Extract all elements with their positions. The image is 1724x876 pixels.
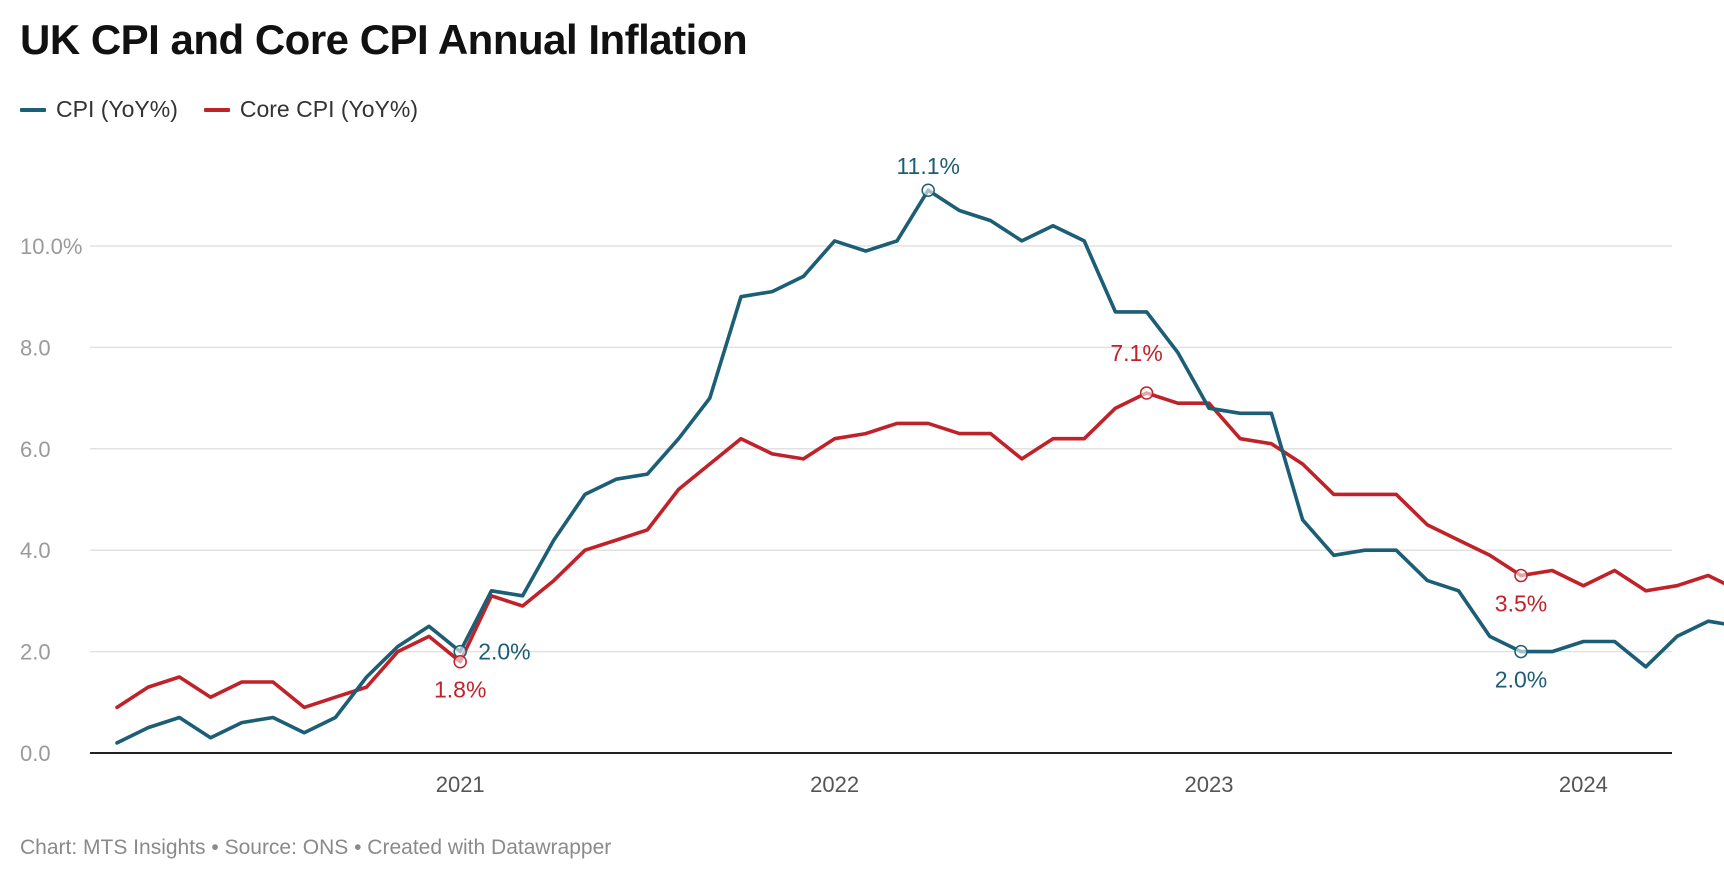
- y-tick-label: 6.0: [20, 437, 51, 462]
- x-tick-label: 2021: [436, 772, 485, 797]
- legend-label-cpi: CPI (YoY%): [56, 96, 178, 122]
- y-tick-label: 0.0: [20, 741, 51, 766]
- y-tick-label: 2.0: [20, 640, 51, 665]
- data-label: 1.8%: [434, 677, 486, 703]
- x-tick-label: 2022: [810, 772, 859, 797]
- data-label: 2.0%: [1495, 667, 1547, 693]
- line-chart: 0.02.04.06.08.010.0%20212022202320242025…: [20, 153, 1724, 797]
- annotation-marker: [1514, 568, 1528, 583]
- annotation-marker: [1514, 644, 1528, 659]
- legend-item-cpi: CPI (YoY%): [20, 96, 178, 123]
- data-label: 3.5%: [1495, 591, 1547, 617]
- chart-footer: Chart: MTS Insights • Source: ONS • Crea…: [20, 836, 612, 859]
- data-label: 11.1%: [896, 153, 960, 179]
- chart-title: UK CPI and Core CPI Annual Inflation: [20, 16, 748, 63]
- x-tick-label: 2024: [1559, 772, 1608, 797]
- chart-legend: CPI (YoY%) Core CPI (YoY%): [20, 96, 418, 123]
- y-tick-label: 10.0%: [20, 234, 82, 259]
- legend-item-core-cpi: Core CPI (YoY%): [203, 96, 418, 123]
- legend-swatch-cpi: [20, 107, 46, 112]
- data-label: 7.1%: [1110, 340, 1162, 366]
- annotation-marker: [1139, 386, 1154, 400]
- series-line-core-cpi: [115, 391, 1724, 710]
- x-tick-label: 2023: [1185, 772, 1234, 797]
- data-label: 2.0%: [478, 639, 530, 665]
- y-tick-label: 4.0: [20, 538, 51, 563]
- series-line-cpi: [115, 188, 1724, 745]
- y-tick-label: 8.0: [20, 335, 51, 360]
- legend-label-core-cpi: Core CPI (YoY%): [239, 96, 418, 122]
- annotation-marker: [453, 654, 467, 669]
- legend-swatch-core-cpi: [203, 107, 230, 112]
- annotation-marker: [921, 183, 935, 197]
